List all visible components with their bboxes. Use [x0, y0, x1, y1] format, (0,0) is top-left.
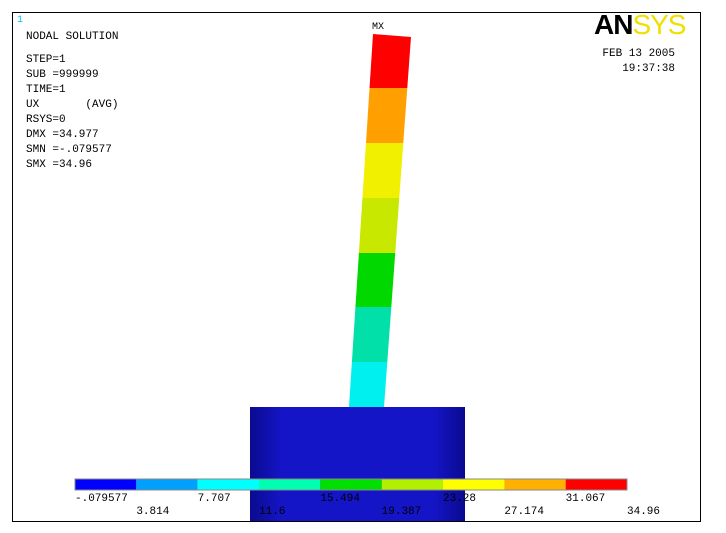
legend-label: 3.814 — [136, 506, 169, 518]
legend-band — [381, 479, 443, 490]
legend-band — [504, 479, 566, 490]
info-line: NODAL SOLUTION — [26, 31, 118, 43]
date: FEB 13 2005 — [602, 48, 675, 60]
legend: -.079577 3.814 7.707 11.6 15.494 19.387 23.28 2… — [74, 478, 660, 518]
column-band — [355, 253, 396, 307]
column-band — [365, 88, 408, 143]
legend-label: 31.067 — [566, 493, 606, 505]
info-line: UX (AVG) — [26, 99, 118, 111]
legend-band — [565, 479, 627, 490]
legend-label: 11.6 — [259, 506, 285, 518]
info-line: SMX =34.96 — [26, 159, 92, 171]
info-line: RSYS=0 — [26, 114, 66, 126]
legend-band — [320, 479, 382, 490]
time: 19:37:38 — [622, 63, 675, 75]
info-block: NODAL SOLUTION STEP=1 SUB =999999 TIME=1 UX … — [26, 31, 118, 171]
column-band — [358, 198, 400, 253]
column-band — [351, 307, 392, 362]
column-band — [362, 143, 404, 198]
column-band — [369, 34, 411, 88]
info-line: STEP=1 — [26, 54, 66, 66]
legend-border — [74, 478, 628, 491]
legend-band — [197, 479, 259, 490]
info-line: DMX =34.977 — [26, 129, 99, 141]
legend-band — [75, 479, 137, 490]
legend-band — [259, 479, 321, 490]
legend-label: 23.28 — [443, 493, 476, 505]
base-block — [250, 407, 465, 521]
legend-label: 7.707 — [198, 493, 231, 505]
logo-dark: AN — [594, 9, 632, 40]
legend-label: 34.96 — [627, 506, 660, 518]
legend-label: -.079577 — [75, 493, 128, 505]
legend-band — [136, 479, 198, 490]
column-band — [349, 362, 388, 407]
column — [349, 34, 411, 407]
legend-label: 15.494 — [320, 493, 360, 505]
logo: ANSYS — [594, 9, 686, 40]
window-number: 1 — [17, 15, 23, 26]
logo-light: SYS — [632, 9, 685, 40]
legend-label: 27.174 — [504, 506, 544, 518]
info-line: SUB =999999 — [26, 69, 99, 81]
info-line: TIME=1 — [26, 84, 66, 96]
legend-band — [443, 479, 505, 490]
info-line: SMN =-.079577 — [26, 144, 112, 156]
max-marker: MX — [372, 22, 384, 33]
legend-label: 19.387 — [382, 506, 422, 518]
